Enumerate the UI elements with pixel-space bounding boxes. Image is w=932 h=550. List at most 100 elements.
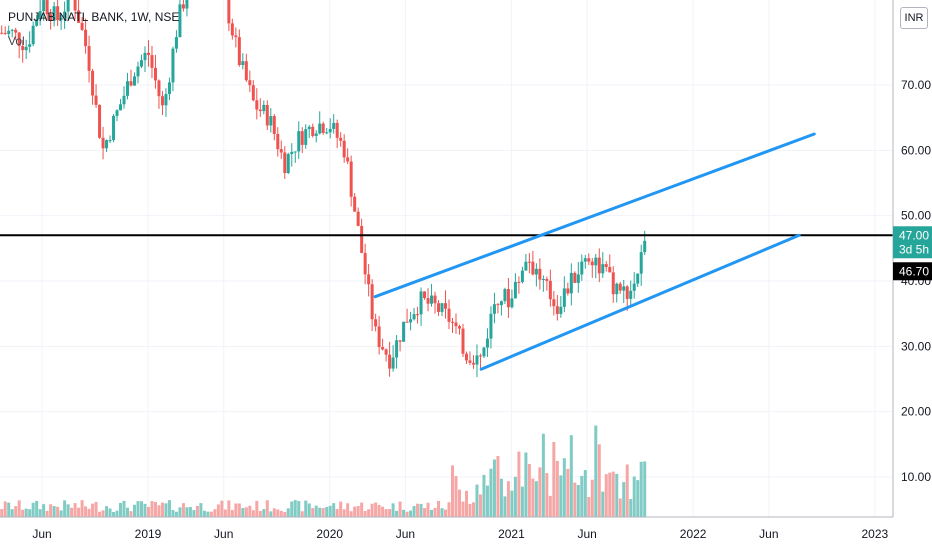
volume-bar bbox=[430, 509, 434, 517]
volume-bar bbox=[105, 506, 109, 517]
candle-body bbox=[513, 281, 517, 299]
volume-bar bbox=[332, 503, 336, 517]
candle-body bbox=[615, 283, 619, 295]
volume-bar bbox=[293, 500, 297, 517]
candle-body bbox=[73, 0, 77, 11]
volume-bar bbox=[360, 502, 364, 517]
volume-bar bbox=[426, 502, 430, 517]
volume-bar bbox=[573, 482, 577, 517]
volume-bar bbox=[98, 511, 102, 517]
candle-body bbox=[409, 319, 413, 323]
candle-body bbox=[611, 272, 615, 295]
candle-body bbox=[478, 355, 482, 357]
volume-label: Vol bbox=[8, 34, 25, 48]
volume-bar bbox=[206, 511, 210, 517]
currency-button[interactable]: INR bbox=[900, 7, 928, 29]
volume-bar bbox=[510, 490, 514, 517]
candle-body bbox=[255, 100, 259, 110]
volume-bar bbox=[381, 506, 385, 517]
volume-bar bbox=[0, 509, 4, 517]
candle-body bbox=[325, 132, 329, 134]
candle-body bbox=[391, 357, 395, 369]
candle-body bbox=[91, 70, 95, 96]
volume-bar bbox=[262, 509, 266, 517]
candle-body bbox=[510, 298, 514, 308]
candle-body bbox=[405, 321, 409, 323]
volume-bar bbox=[59, 510, 63, 517]
candle-body bbox=[52, 6, 56, 21]
volume-bar bbox=[391, 503, 395, 517]
candle-body bbox=[314, 133, 318, 136]
candle-body bbox=[304, 129, 308, 145]
volume-bar bbox=[622, 482, 626, 517]
candle-body bbox=[468, 360, 472, 363]
volume-bar bbox=[157, 505, 161, 517]
volume-bar bbox=[356, 506, 360, 517]
volume-bar bbox=[87, 508, 91, 517]
channel-trendline bbox=[479, 233, 801, 371]
candle-body bbox=[227, 0, 231, 24]
drawings bbox=[0, 132, 893, 371]
candle-body bbox=[286, 154, 290, 174]
candle-body bbox=[157, 80, 161, 97]
candle-body bbox=[580, 261, 584, 275]
volume-bar bbox=[590, 479, 594, 517]
volume-bar bbox=[311, 508, 315, 517]
volume-bar bbox=[91, 503, 95, 517]
candle-body bbox=[587, 258, 591, 262]
volume-bar bbox=[77, 507, 81, 517]
channel-trendline bbox=[373, 132, 816, 299]
volume-bar bbox=[7, 502, 11, 517]
candle-body bbox=[119, 104, 123, 111]
volume-bar bbox=[307, 503, 311, 517]
volume-bar bbox=[283, 511, 287, 517]
candle-body bbox=[94, 95, 98, 105]
candle-body bbox=[346, 157, 350, 162]
candle-body bbox=[622, 286, 626, 291]
candle-body bbox=[17, 32, 21, 46]
candle-body bbox=[133, 76, 137, 86]
volume-bar bbox=[555, 460, 559, 517]
volume-bar bbox=[583, 470, 587, 517]
candle-body bbox=[524, 261, 528, 271]
candle-body bbox=[126, 81, 130, 96]
candle-body bbox=[374, 319, 378, 327]
candle-body bbox=[437, 303, 441, 312]
volume-bar bbox=[461, 501, 465, 517]
volume-bar bbox=[604, 474, 608, 517]
volume-bar bbox=[444, 509, 448, 517]
candle-body bbox=[160, 96, 164, 106]
volume-bar bbox=[531, 478, 535, 517]
volume-bar bbox=[597, 444, 601, 517]
volume-bar bbox=[342, 509, 346, 517]
volume-bar bbox=[94, 502, 98, 517]
candle-body bbox=[545, 279, 549, 281]
y-tick-label: 30.00 bbox=[901, 339, 931, 353]
volume-bar bbox=[384, 509, 388, 517]
volume-bar bbox=[17, 500, 21, 517]
candle-body bbox=[349, 161, 353, 197]
volume-bar bbox=[489, 468, 493, 517]
candle-body bbox=[632, 283, 636, 291]
volume-bar bbox=[35, 500, 39, 517]
volume-bar bbox=[423, 508, 427, 517]
candle-body bbox=[461, 328, 465, 354]
volume-bar bbox=[255, 500, 259, 517]
candle-body bbox=[283, 152, 287, 174]
volume-bar bbox=[552, 441, 556, 517]
volume-bar bbox=[276, 509, 280, 517]
volume-bar bbox=[454, 476, 458, 517]
candle-body bbox=[185, 0, 189, 9]
candle-body bbox=[251, 85, 255, 101]
candle-body bbox=[311, 126, 315, 136]
candle-body bbox=[49, 14, 53, 21]
volume-bar bbox=[202, 510, 206, 517]
volume-bar bbox=[594, 425, 598, 517]
candle-body bbox=[115, 110, 119, 116]
candle-body bbox=[265, 104, 269, 126]
candle-body bbox=[594, 257, 598, 266]
volume-bar bbox=[367, 509, 371, 517]
y-tick-label: 20.00 bbox=[901, 405, 931, 419]
